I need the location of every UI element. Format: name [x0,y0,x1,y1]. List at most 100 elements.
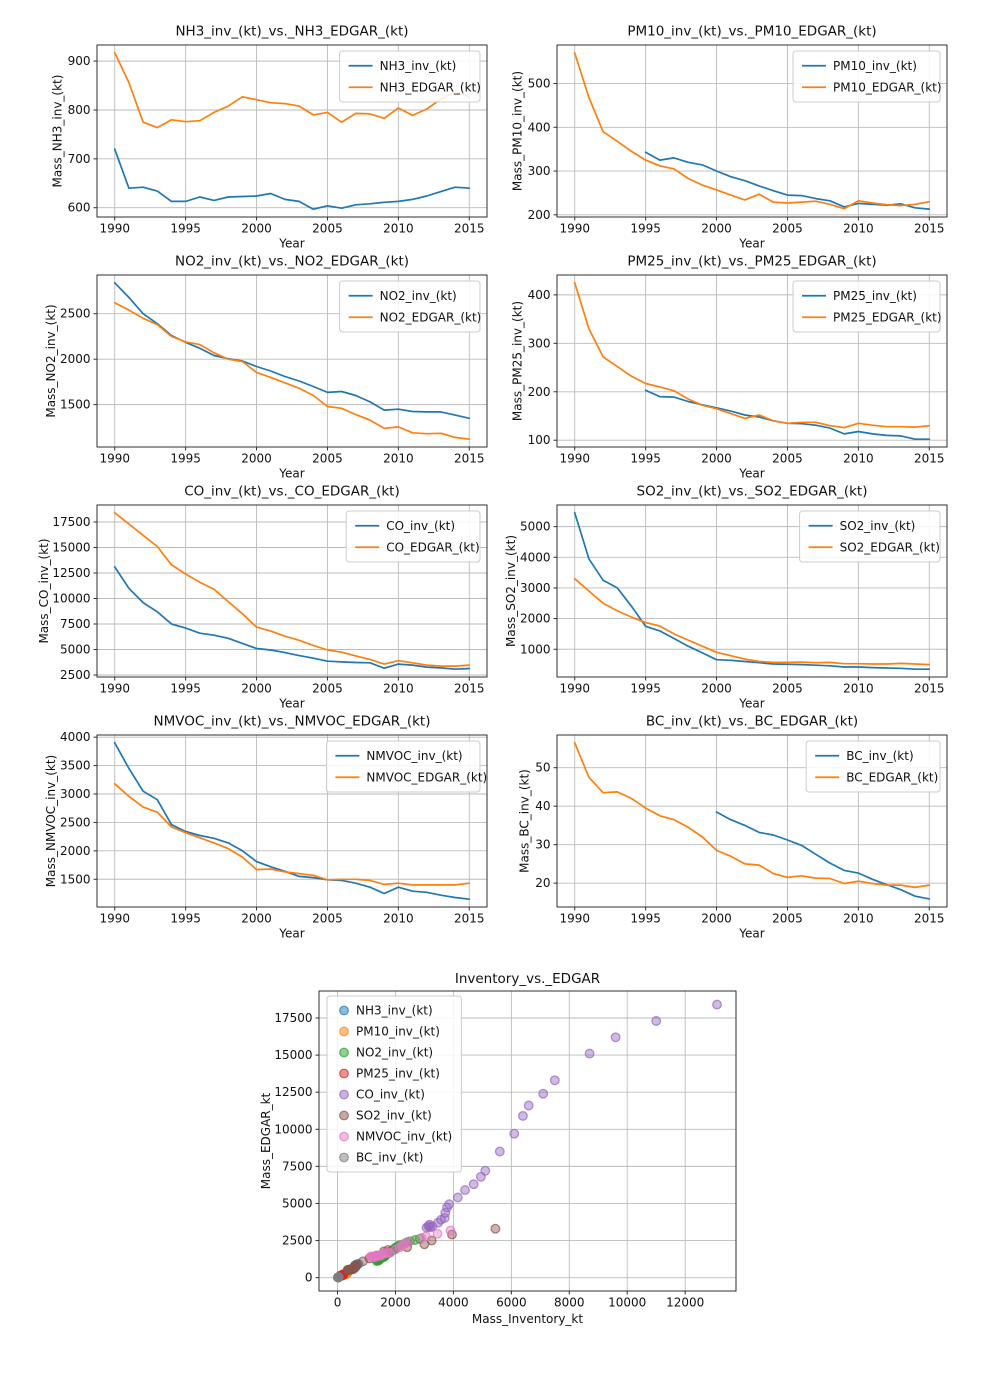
y-tick-label: 1000 [520,642,551,656]
x-tick-label: 1990 [99,912,130,926]
legend: NO2_inv_(kt) NO2_EDGAR_(kt) [339,280,481,333]
x-axis-label: Year [278,927,304,941]
y-axis-label: Mass_PM10_inv_(kt) [511,71,525,191]
x-tick-label: 2000 [701,222,732,236]
x-tick-label: 1990 [559,912,590,926]
legend: CO_inv_(kt) CO_EDGAR_(kt) [345,510,481,563]
chart-title: CO_inv_(kt)_vs._CO_EDGAR_(kt) [184,484,400,500]
y-tick-label: 3500 [60,759,91,773]
x-tick-label: 2010 [383,222,414,236]
scatter-point [584,1048,595,1059]
series-BC_EDGAR_(kt) [573,741,931,889]
y-axis-label: Mass_NMVOC_inv_(kt) [44,755,58,887]
legend-label: NMVOC_EDGAR_(kt) [366,770,487,784]
x-tick-label: 2015 [454,682,485,696]
legend: NH3_inv_(kt) PM10_inv_(kt) NO2_inv_(kt) PM2… [326,995,462,1173]
legend-marker-sample [339,1110,349,1121]
legend-marker-sample [339,1026,349,1037]
chart-title: BC_inv_(kt)_vs._BC_EDGAR_(kt) [646,714,858,730]
chart-summary: 0 2000 4000 6000 8000 10000 12000 0 2500 5000 7500… [259,971,737,1326]
series-NH3_inv_(kt) [113,148,471,211]
y-tick-label: 500 [528,77,551,91]
scatter-point [452,1192,463,1203]
legend: PM25_inv_(kt) PM25_EDGAR_(kt) [792,280,942,333]
y-axis-label: Mass_EDGAR_kt [259,1092,273,1189]
y-tick-label: 400 [528,288,551,302]
legend-label: NH3_inv_(kt) [380,59,457,73]
x-axis-label: Year [278,467,304,481]
x-axis-label: Year [738,697,764,711]
y-tick-label: 1500 [60,398,91,412]
axes: 1990 1995 2000 2005 2010 2015 100 200 300 400 PM25… [511,254,948,480]
legend-label: CO_inv_(kt) [386,519,455,533]
x-tick-label: 0 [334,1296,342,1310]
legend-label: SO2_EDGAR_(kt) [840,540,940,554]
x-tick-label: 2000 [380,1296,411,1310]
y-tick-label: 300 [528,336,551,350]
tick-labels: 1990 1995 2000 2005 2010 2015 1500 2000 2500 3000… [60,730,485,925]
legend-label: CO_inv_(kt) [356,1088,425,1102]
y-tick-label: 15000 [52,541,90,555]
points-CO_inv_(kt) [421,999,722,1233]
y-axis-label: Mass_NO2_inv_(kt) [44,304,58,417]
y-tick-label: 5000 [282,1196,313,1210]
chart-cell-nmvoc: 1990 1995 2000 2005 2010 2015 1500 2000 2500 3000… [0,710,500,940]
y-tick-label: 40 [535,799,550,813]
x-tick-label: 2010 [843,682,874,696]
legend: SO2_inv_(kt) SO2_EDGAR_(kt) [799,510,941,563]
x-tick-label: 1995 [630,682,661,696]
x-tick-label: 1995 [630,222,661,236]
scatter-point [468,1179,479,1190]
y-tick-label: 10000 [52,591,90,605]
x-axis-label: Year [738,927,764,941]
legend-marker-sample [339,1089,349,1100]
scatter-point [610,1032,621,1043]
scatter-point [549,1075,560,1086]
scatter-point [365,1251,376,1262]
x-tick-label: 12000 [666,1296,704,1310]
series-lines [573,52,931,210]
scatter-point [460,1185,470,1196]
series-BC_inv_(kt) [715,811,931,900]
y-tick-label: 10000 [274,1122,312,1136]
legend-label: SO2_inv_(kt) [356,1109,432,1123]
x-tick-label: 2010 [383,912,414,926]
legend-marker-sample [339,1152,349,1163]
axes: 0 2000 4000 6000 8000 10000 12000 0 2500 5000 7500… [259,971,737,1326]
axes: 1990 1995 2000 2005 2010 2015 20 30 40 50 BC_inv_(… [517,714,948,941]
scatter-point [538,1088,549,1099]
legend-label: NO2_inv_(kt) [380,289,457,303]
series-lines [573,511,931,671]
chart-cell-pm10: 1990 1995 2000 2005 2010 2015 200 300 400 500 PM10… [460,20,960,250]
x-tick-label: 1995 [630,912,661,926]
y-tick-label: 200 [528,385,551,399]
series-lines [113,511,471,671]
y-tick-label: 600 [68,201,91,215]
x-tick-label: 1995 [170,912,201,926]
chart-nmvoc: 1990 1995 2000 2005 2010 2015 1500 2000 2500 3000… [44,714,488,941]
x-tick-label: 2000 [701,682,732,696]
y-tick-label: 12500 [274,1085,312,1099]
series-SO2_EDGAR_(kt) [573,577,931,666]
x-tick-label: 1995 [170,222,201,236]
series-PM10_EDGAR_(kt) [573,52,931,210]
chart-no2: 1990 1995 2000 2005 2010 2015 1500 2000 2500 NO2_… [44,254,488,481]
x-tick-label: 2015 [914,222,945,236]
y-tick-label: 20 [535,876,550,890]
y-axis-label: Mass_CO_inv_(kt) [37,538,51,643]
x-tick-label: 2000 [701,912,732,926]
x-tick-label: 2005 [772,912,803,926]
y-tick-label: 2500 [60,668,91,682]
series-lines [113,51,471,211]
axes: 1990 1995 2000 2005 2010 2015 600 700 800 900 NH3_… [51,24,488,250]
y-tick-label: 300 [528,164,551,178]
y-axis-label: Mass_PM25_inv_(kt) [511,301,525,421]
x-tick-label: 2005 [312,452,343,466]
y-tick-label: 1500 [60,872,91,886]
x-tick-label: 2015 [454,912,485,926]
tick-labels: 1990 1995 2000 2005 2010 2015 2500 5000 7500 1000… [52,515,484,695]
x-tick-label: 2015 [914,912,945,926]
x-tick-label: 1990 [99,682,130,696]
chart-title: Inventory_vs._EDGAR [455,971,600,987]
